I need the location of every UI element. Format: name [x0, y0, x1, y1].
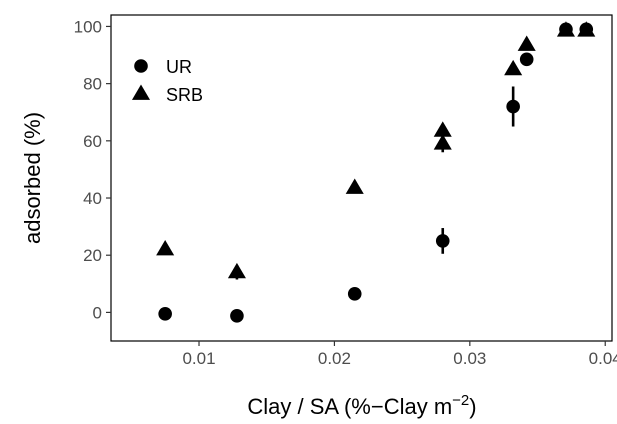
data-points — [156, 21, 596, 323]
srb-point — [433, 121, 452, 137]
x-tick-label: 0.03 — [453, 349, 486, 368]
ur-point — [559, 22, 573, 37]
x-axis: 0.01 0.02 0.03 0.04 — [182, 341, 617, 368]
srb-point — [156, 239, 175, 256]
ur-point — [230, 309, 244, 323]
legend: UR SRB — [131, 57, 203, 105]
y-axis: 0 20 40 60 80 100 — [74, 17, 111, 322]
srb-point — [227, 262, 246, 279]
x-tick-label: 0.01 — [182, 349, 215, 368]
legend-marker-srb — [131, 84, 151, 100]
ur-point — [506, 99, 520, 114]
x-tick-label: 0.04 — [589, 349, 617, 368]
ur-point — [519, 52, 534, 67]
legend-label-ur: UR — [166, 57, 192, 77]
srb-point — [345, 178, 364, 194]
y-tick-label: 40 — [83, 189, 102, 208]
ur-point — [347, 287, 362, 301]
y-tick-label: 20 — [83, 246, 102, 265]
ur-point — [435, 234, 450, 248]
y-tick-label: 80 — [83, 75, 102, 94]
ur-point — [579, 22, 594, 37]
y-axis-title: adsorbed (%) — [20, 112, 45, 244]
x-tick-label: 0.02 — [318, 349, 351, 368]
ur-point — [158, 307, 172, 321]
x-axis-title: Clay / SA (%−Clay m−2) — [247, 392, 476, 419]
y-tick-label: 100 — [74, 17, 102, 36]
legend-label-srb: SRB — [166, 85, 203, 105]
y-tick-label: 0 — [93, 303, 102, 322]
y-tick-label: 60 — [83, 132, 102, 151]
plot-panel — [110, 14, 613, 342]
legend-marker-ur — [134, 59, 148, 73]
srb-point — [517, 35, 536, 51]
srb-point — [433, 134, 452, 150]
srb-point — [504, 59, 523, 76]
